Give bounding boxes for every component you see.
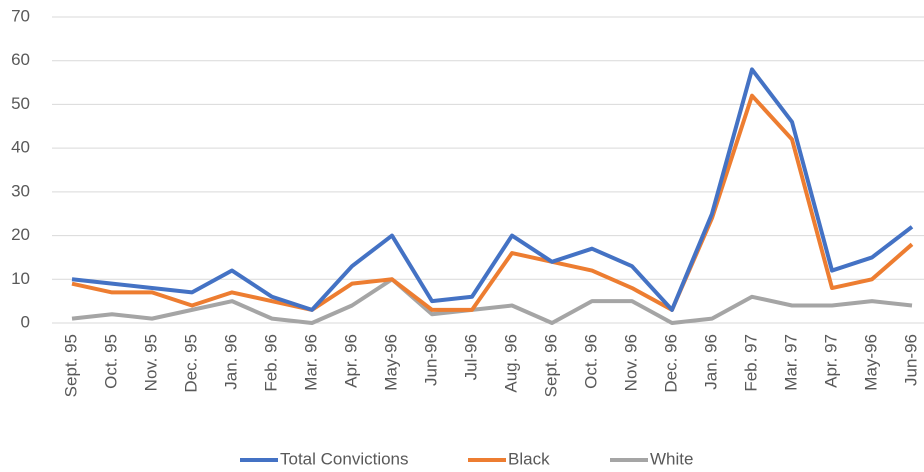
y-tick-label: 30 (11, 181, 30, 200)
y-tick-label: 10 (11, 269, 30, 288)
x-tick-label: May-96 (861, 334, 880, 391)
legend-label: White (650, 449, 693, 468)
x-tick-label: Sept. 95 (61, 334, 80, 397)
series-line (71, 93, 914, 312)
x-tick-label: Nov. 95 (141, 334, 160, 391)
y-tick-label: 0 (21, 312, 30, 331)
y-tick-label: 60 (11, 50, 30, 69)
x-tick-label: Jan. 96 (221, 334, 240, 390)
x-tick-label: Aug. 96 (501, 334, 520, 393)
x-tick-label: Mar. 97 (781, 334, 800, 391)
x-tick-label: Dec. 96 (661, 334, 680, 393)
x-tick-label: Mar. 96 (301, 334, 320, 391)
x-tick-label: Jun-96 (901, 334, 920, 386)
series-line (71, 67, 914, 312)
x-tick-label: Oct. 96 (581, 334, 600, 389)
x-tick-label: Apr. 96 (341, 334, 360, 388)
x-tick-label: Feb. 96 (261, 334, 280, 392)
x-tick-label: Jul-96 (461, 334, 480, 380)
x-tick-label: Oct. 95 (101, 334, 120, 389)
x-tick-label: Sept. 96 (541, 334, 560, 397)
legend-label: Total Convictions (280, 449, 409, 468)
x-tick-label: Apr. 97 (821, 334, 840, 388)
x-tick-label: Nov. 96 (621, 334, 640, 391)
x-tick-label: Jan. 96 (701, 334, 720, 390)
y-tick-label: 50 (11, 94, 30, 113)
x-tick-label: Dec. 95 (181, 334, 200, 393)
series-line (71, 277, 913, 325)
x-tick-label: May-96 (381, 334, 400, 391)
y-tick-label: 70 (11, 6, 30, 25)
y-tick-label: 20 (11, 225, 30, 244)
y-tick-label: 40 (11, 138, 30, 157)
x-tick-label: Jun-96 (421, 334, 440, 386)
legend-label: Black (508, 449, 550, 468)
x-tick-label: Feb. 97 (741, 334, 760, 392)
